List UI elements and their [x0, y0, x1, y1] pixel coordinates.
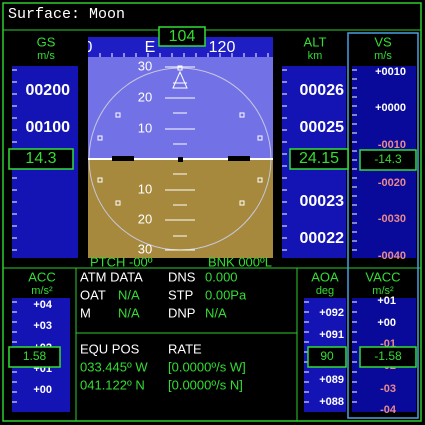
tape-value: +01 [377, 295, 396, 307]
tape-value: +091 [319, 329, 344, 341]
tape-value: +00 [377, 317, 396, 329]
rate-heading: RATE [168, 341, 202, 356]
atm-heading: ATM DATA [80, 269, 143, 284]
pos-value: 033.445º W [80, 359, 148, 374]
tape-value: 00026 [300, 82, 345, 99]
bank-marker [257, 135, 263, 141]
title: Surface: Moon [8, 6, 125, 23]
readout-box [359, 346, 417, 368]
tape-label: GS [37, 34, 56, 49]
pitch-label: 10 [138, 181, 152, 196]
heading-scale: 0 [84, 39, 93, 56]
tape-value: -0020 [378, 177, 406, 189]
atm-key: STP [168, 287, 193, 302]
tape-value: -0040 [378, 250, 406, 262]
atm-key: DNP [168, 305, 195, 320]
pitch-label: 20 [138, 211, 152, 226]
tape-value: -03 [380, 383, 396, 395]
heading-scale: 120 [209, 39, 236, 56]
tape-value: 00100 [26, 119, 71, 136]
atm-key: DNS [168, 269, 196, 284]
readout-box [359, 149, 417, 171]
tape-value: +0010 [375, 66, 406, 78]
tape-value: 00023 [300, 193, 345, 210]
tape-value: +0000 [375, 102, 406, 114]
pitch-label: 30 [138, 58, 152, 73]
tape-value: +089 [319, 374, 344, 386]
bank-marker [257, 177, 263, 183]
atm-value: 0.000 [205, 269, 238, 284]
tape-value: -0030 [378, 213, 406, 225]
heading-readout-box [158, 26, 206, 47]
tape-value: +04 [33, 299, 53, 311]
tape-value: +088 [319, 396, 344, 408]
atm-key: OAT [80, 287, 106, 302]
heading-scale: E [145, 39, 156, 56]
readout-value: 24.15 [299, 150, 339, 167]
pos-heading: EQU POS [80, 341, 140, 356]
tape-unit: deg [316, 285, 334, 297]
tape-value: 00022 [300, 230, 345, 247]
bank-marker [239, 200, 245, 206]
readout-box [289, 148, 349, 170]
readout-value: 90 [320, 349, 334, 363]
tape-unit: m/s [374, 50, 392, 62]
heading-bg [88, 37, 273, 57]
pitch-label: 10 [138, 120, 152, 135]
rate-value: [0.0000º/s N] [168, 377, 243, 392]
atm-value: N/A [118, 287, 140, 302]
atm-value: N/A [118, 305, 140, 320]
pitch-label: 20 [138, 89, 152, 104]
bank-marker [97, 177, 103, 183]
pitch-label: 30 [138, 241, 152, 256]
tape-value: 00200 [26, 82, 71, 99]
atm-key: M [80, 305, 91, 320]
outer-frame [2, 2, 422, 422]
tape-unit: km [308, 50, 323, 62]
atm-value: N/A [205, 305, 227, 320]
tape-value: +00 [33, 384, 52, 396]
wing-right [228, 156, 250, 161]
bank-pointer [172, 70, 188, 89]
tape-unit: m/s² [372, 285, 394, 297]
ground [88, 159, 273, 258]
bank-marker [97, 135, 103, 141]
tape-value: +092 [319, 307, 344, 319]
atm-value: 0.00Pa [205, 287, 247, 302]
bank-marker [177, 65, 183, 71]
wing-left [112, 156, 134, 161]
readout-value: -14.3 [374, 152, 402, 166]
bank-marker [115, 200, 121, 206]
readout-value: 1.58 [23, 349, 47, 363]
tape-label: ALT [304, 34, 327, 49]
tape-label: AOA [311, 269, 339, 284]
readout-box [307, 346, 347, 368]
tape-unit: m/s² [31, 285, 53, 297]
tape-value: -04 [380, 404, 397, 416]
readout-box [8, 346, 61, 368]
tape-label: ACC [28, 269, 55, 284]
tape-value: -0010 [378, 139, 406, 151]
tape-value: 00025 [300, 119, 345, 136]
readout-value: 14.3 [25, 150, 56, 167]
center-dot [178, 157, 183, 162]
selected-column [347, 32, 419, 419]
tape-label: VACC [365, 269, 400, 284]
bank-readout: BNK 000ºL [208, 254, 272, 269]
bank-marker [115, 112, 121, 118]
bank-marker [239, 112, 245, 118]
tape-label: VS [374, 34, 392, 49]
readout-value: -1.58 [374, 349, 402, 363]
rate-value: [0.0000º/s W] [168, 359, 246, 374]
tape-value: +03 [33, 320, 52, 332]
heading-tape: 0 E 120 [84, 37, 273, 57]
pitch-readout: PTCH -00º [90, 254, 153, 269]
heading-readout: 104 [169, 28, 196, 45]
tape-unit: m/s [37, 50, 55, 62]
pos-value: 041.122º N [80, 377, 145, 392]
readout-box [8, 148, 74, 170]
attitude-indicator: 30 20 10 10 20 30 [88, 57, 273, 258]
